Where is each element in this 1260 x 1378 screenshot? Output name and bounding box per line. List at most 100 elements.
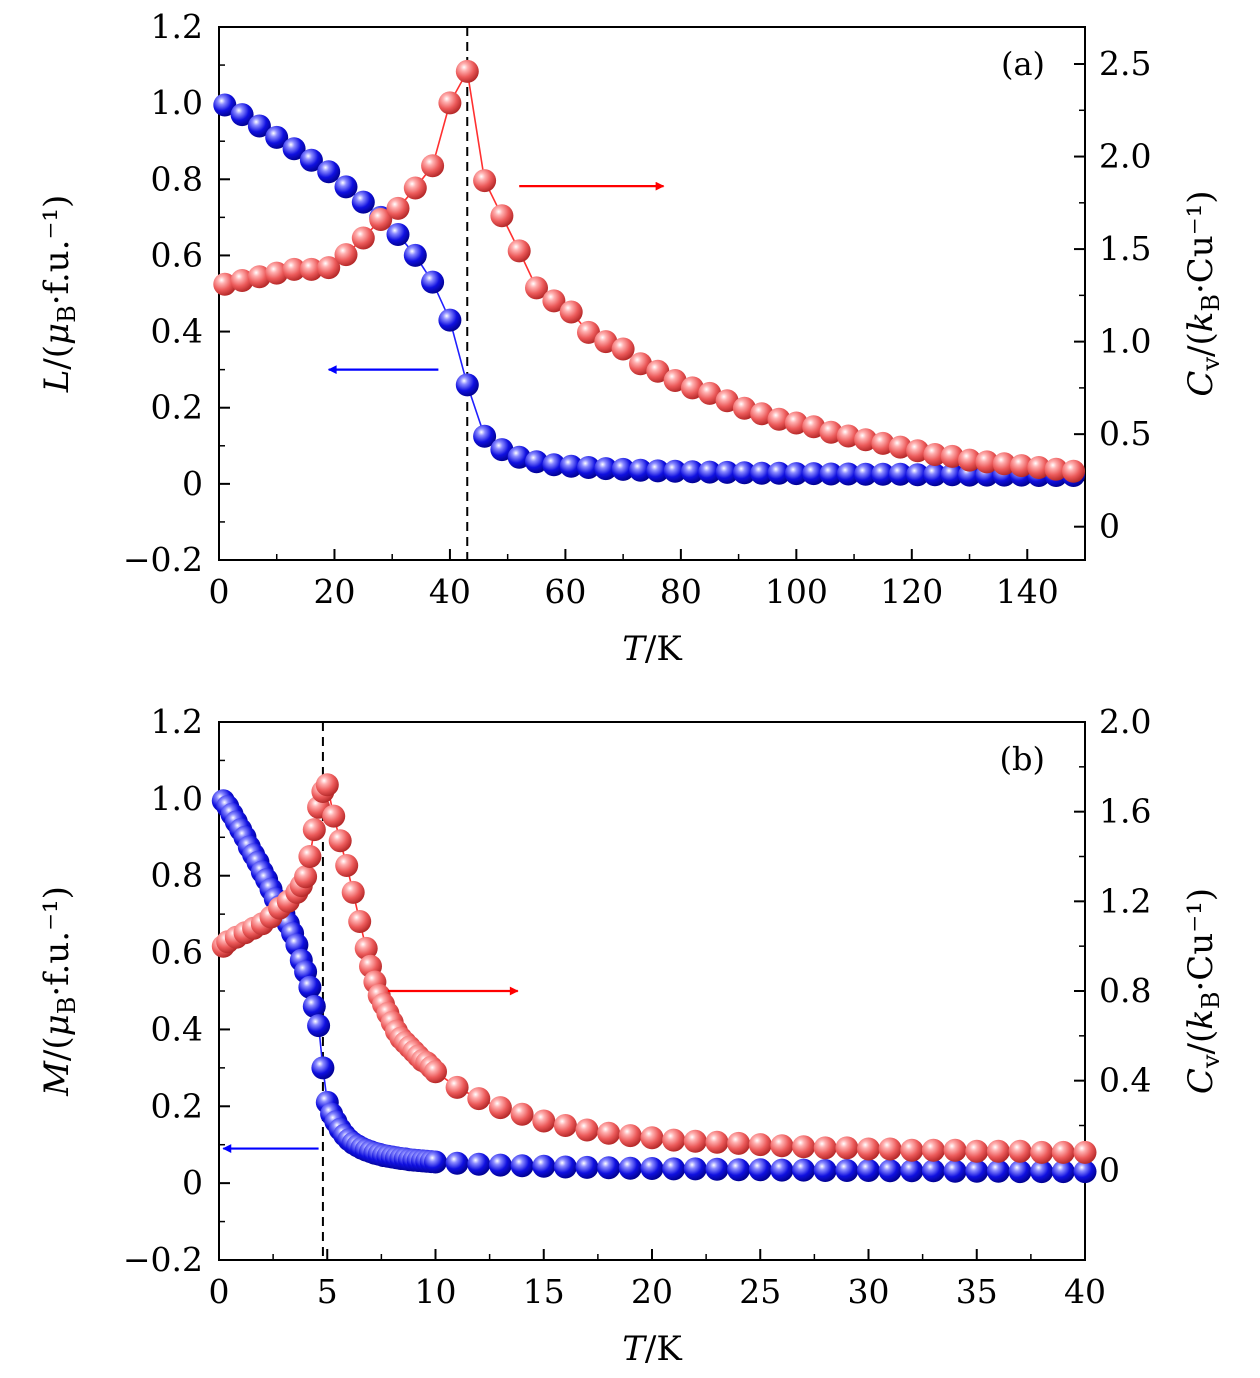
y-left-axis-label-sub: B bbox=[53, 305, 81, 323]
data-point-L bbox=[282, 137, 306, 161]
data-point-Cv bbox=[750, 402, 774, 426]
data-point-L bbox=[871, 462, 895, 486]
data-point-Cv bbox=[386, 196, 410, 220]
data-point-Cv bbox=[1051, 1140, 1075, 1164]
data-point-M bbox=[640, 1157, 664, 1180]
data-point-L bbox=[351, 190, 375, 214]
data-point-L bbox=[386, 223, 410, 246]
series-line-Cv bbox=[224, 68, 1074, 472]
panel-label: (b) bbox=[1000, 740, 1045, 778]
data-point-Cv bbox=[784, 411, 808, 435]
data-point-Cv bbox=[542, 289, 566, 313]
data-point-Cv bbox=[334, 243, 358, 267]
data-point-Cv bbox=[975, 450, 999, 474]
data-point-Cv bbox=[958, 448, 981, 472]
data-point-Cv bbox=[510, 1102, 534, 1126]
data-point-L bbox=[923, 463, 947, 487]
data-point-L bbox=[247, 114, 271, 138]
x-axis-label: T/K bbox=[622, 629, 682, 669]
data-point-M bbox=[1051, 1160, 1075, 1184]
y-left-axis-label: M/(μB·f.u.⁻¹) bbox=[37, 886, 81, 1097]
x-tick-label: 25 bbox=[739, 1272, 781, 1311]
data-point-L bbox=[732, 461, 756, 485]
data-point-M bbox=[943, 1159, 967, 1183]
data-point-M bbox=[424, 1150, 447, 1174]
data-point-Cv bbox=[871, 431, 895, 455]
data-point-Cv bbox=[302, 818, 326, 842]
data-point-M bbox=[618, 1156, 642, 1180]
y-left-tick-label: −0.2 bbox=[123, 540, 203, 579]
data-point-Cv bbox=[438, 91, 462, 115]
data-point-Cv bbox=[992, 452, 1016, 476]
y-left-axis-label: L/(μB·f.u.⁻¹) bbox=[37, 195, 81, 394]
y-left-axis-label-text: /( bbox=[37, 345, 77, 370]
y-right-axis-label-text: k bbox=[1181, 1009, 1221, 1030]
y-left-tick-label: 0.4 bbox=[151, 312, 203, 351]
data-point-L bbox=[680, 460, 704, 484]
y-right-tick-label: 2.0 bbox=[1099, 137, 1151, 176]
data-point-L bbox=[334, 175, 358, 199]
panel-label: (a) bbox=[1001, 45, 1045, 83]
data-point-Cv bbox=[597, 1121, 621, 1145]
data-point-Cv bbox=[727, 1131, 751, 1155]
data-point-L bbox=[854, 462, 878, 486]
data-point-Cv bbox=[351, 226, 375, 250]
data-point-M bbox=[683, 1157, 707, 1181]
x-tick-label: 40 bbox=[429, 572, 471, 611]
y-right-axis-label-text: /( bbox=[1181, 1030, 1221, 1055]
y-right-tick-label: 0.5 bbox=[1099, 414, 1151, 453]
data-point-M bbox=[553, 1155, 577, 1179]
data-point-Cv bbox=[878, 1137, 902, 1161]
data-point-L bbox=[594, 457, 618, 481]
data-point-Cv bbox=[213, 272, 237, 296]
y-left-tick-label: 0.4 bbox=[151, 1009, 203, 1048]
data-point-L bbox=[802, 462, 826, 486]
data-point-M bbox=[748, 1158, 772, 1182]
y-right-axis-label-var: C bbox=[1181, 371, 1221, 397]
data-point-Cv bbox=[943, 1138, 967, 1162]
data-point-M bbox=[770, 1158, 794, 1182]
x-tick-label: 5 bbox=[317, 1272, 338, 1311]
x-tick-label: 0 bbox=[209, 572, 230, 611]
data-point-L bbox=[542, 453, 566, 477]
data-point-Cv bbox=[715, 389, 739, 413]
data-point-Cv bbox=[965, 1139, 989, 1163]
data-point-Cv bbox=[507, 239, 531, 263]
x-tick-label: 40 bbox=[1064, 1272, 1106, 1311]
y-right-axis-label-var: C bbox=[1181, 1068, 1221, 1094]
data-point-Cv bbox=[923, 443, 947, 466]
data-point-Cv bbox=[611, 337, 635, 361]
x-axis-label-var: T bbox=[622, 1329, 647, 1369]
data-point-L bbox=[767, 461, 791, 485]
data-point-Cv bbox=[767, 407, 791, 431]
y-left-axis-label-text: μ bbox=[37, 323, 77, 345]
data-point-L bbox=[888, 462, 912, 486]
data-point-Cv bbox=[315, 773, 339, 797]
data-point-Cv bbox=[467, 1087, 491, 1111]
data-point-L bbox=[698, 460, 722, 484]
y-right-axis-label: Cv/(kB·Cu⁻¹) bbox=[1181, 190, 1225, 396]
data-point-L bbox=[421, 270, 445, 294]
y-right-tick-label: 1.2 bbox=[1099, 881, 1151, 920]
y-right-axis-label-text: k bbox=[1181, 312, 1221, 333]
y-left-tick-label: 0.6 bbox=[151, 933, 203, 972]
data-point-M bbox=[727, 1158, 751, 1182]
data-point-L bbox=[438, 308, 462, 332]
y-right-tick-label: 2.5 bbox=[1099, 44, 1151, 83]
data-point-L bbox=[317, 160, 341, 184]
y-right-axis-label-sub: B bbox=[1197, 294, 1225, 312]
data-point-L bbox=[784, 462, 808, 486]
data-point-Cv bbox=[698, 381, 722, 405]
data-point-M bbox=[900, 1159, 924, 1183]
y-right-axis-label-text: /( bbox=[1181, 332, 1221, 357]
data-point-Cv bbox=[455, 59, 479, 83]
data-point-Cv bbox=[230, 269, 254, 292]
data-point-M bbox=[311, 1056, 335, 1080]
data-point-Cv bbox=[282, 257, 306, 281]
x-axis-label-text: /K bbox=[645, 1329, 682, 1369]
y-right-tick-label: 0 bbox=[1099, 1150, 1120, 1189]
data-point-Cv bbox=[921, 1138, 945, 1162]
data-point-M bbox=[921, 1159, 945, 1183]
data-point-Cv bbox=[940, 444, 964, 468]
y-left-tick-label: 0 bbox=[182, 464, 203, 503]
